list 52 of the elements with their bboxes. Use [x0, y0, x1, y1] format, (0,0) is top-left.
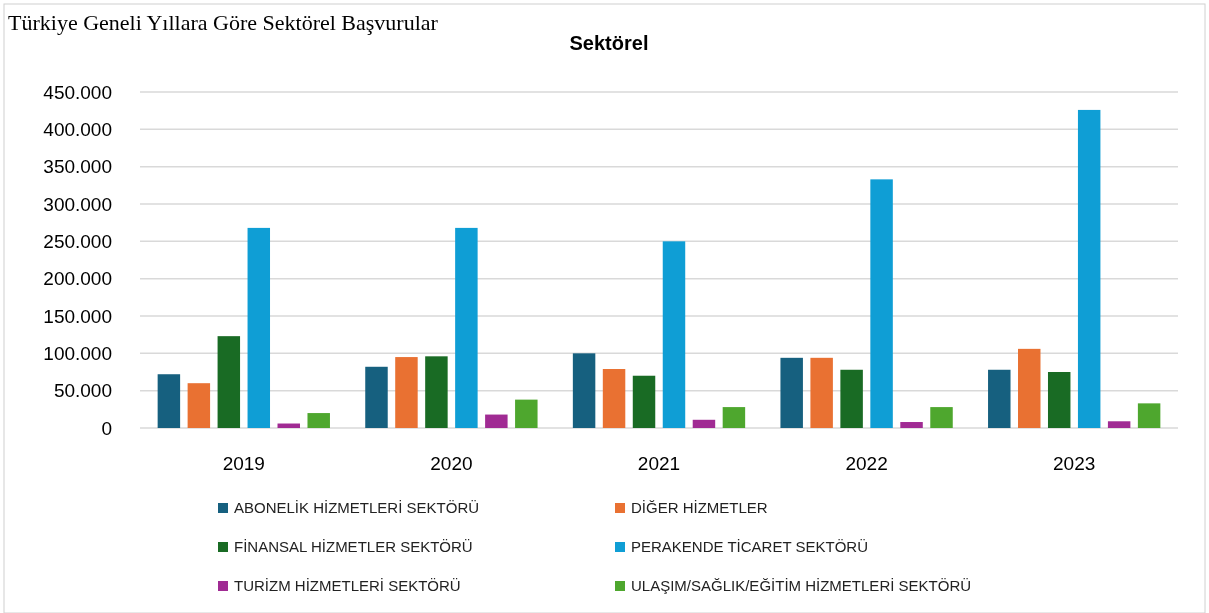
bar	[425, 356, 448, 428]
bar	[485, 414, 508, 428]
legend-label: TURİZM HİZMETLERİ SEKTÖRÜ	[234, 577, 461, 595]
y-tick-label: 300.000	[43, 193, 112, 215]
chart-title: Türkiye Geneli Yıllara Göre Sektörel Başvurular	[8, 10, 439, 35]
x-tick-label: 2020	[430, 453, 473, 474]
x-tick-label: 2021	[637, 453, 681, 474]
bar	[1107, 421, 1131, 428]
bar	[662, 241, 686, 428]
bar	[187, 383, 211, 428]
bar	[247, 227, 271, 428]
bar	[395, 357, 418, 428]
bar	[1018, 348, 1041, 428]
bar	[602, 369, 626, 428]
y-tick-label: 0	[101, 417, 112, 439]
bar	[1077, 109, 1101, 428]
y-tick-label: 350.000	[43, 156, 112, 178]
legend-label: FİNANSAL HİZMETLER SEKTÖRÜ	[234, 538, 473, 556]
x-tick-label: 2019	[222, 453, 265, 474]
y-tick-label: 100.000	[43, 342, 112, 364]
bar	[157, 374, 181, 428]
bar	[572, 353, 596, 428]
y-tick-label: 150.000	[43, 305, 112, 327]
chart-subtitle: Sektörel	[569, 32, 649, 54]
bar	[870, 179, 893, 428]
bar	[217, 336, 241, 428]
bar	[722, 407, 746, 428]
legend-label: ABONELİK HİZMETLERİ SEKTÖRÜ	[234, 499, 480, 517]
bar	[780, 357, 803, 428]
legend-label: ULAŞIM/SAĞLIK/EĞİTİM HİZMETLERİ SEKTÖRÜ	[631, 577, 972, 595]
y-tick-label: 250.000	[43, 230, 112, 252]
legend-label: PERAKENDE TİCARET SEKTÖRÜ	[631, 538, 868, 556]
bar	[1137, 403, 1161, 428]
bar	[930, 407, 953, 428]
bar	[900, 422, 923, 428]
x-tick-label: 2022	[845, 453, 888, 474]
legend-label: DİĞER HİZMETLER	[631, 499, 768, 517]
bar	[840, 369, 863, 428]
bar	[632, 375, 656, 428]
y-tick-label: 400.000	[43, 118, 112, 140]
bar	[988, 369, 1011, 428]
bar	[810, 357, 833, 428]
bar	[455, 227, 478, 428]
bar	[692, 419, 716, 428]
y-tick-label: 200.000	[43, 268, 112, 290]
y-tick-label: 50.000	[53, 380, 112, 402]
bar	[515, 399, 538, 428]
bar	[365, 366, 388, 428]
bar	[1047, 372, 1071, 428]
bar	[307, 413, 330, 428]
x-tick-label: 2023	[1053, 453, 1096, 474]
y-tick-label: 450.000	[43, 81, 112, 103]
